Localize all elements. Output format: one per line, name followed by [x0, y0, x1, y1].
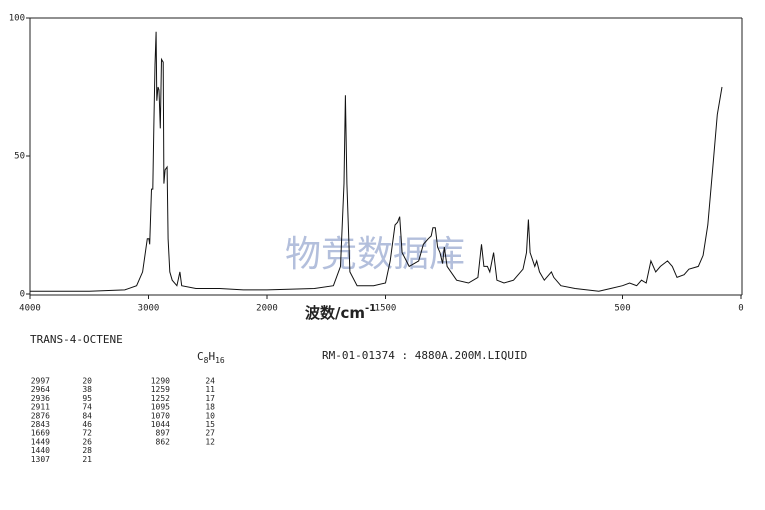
- peak-intensity: 28: [82, 446, 92, 455]
- peak-wavenumber: 2964: [31, 385, 50, 394]
- peak-wavenumber: 1440: [31, 446, 50, 455]
- peak-wavenumber: 2843: [31, 420, 50, 429]
- peak-wavenumber: 2876: [31, 411, 50, 420]
- formula-part: C: [197, 350, 204, 363]
- formula-sub: 8: [204, 356, 209, 365]
- peak-wavenumber: 1259: [151, 385, 170, 394]
- peak-wavenumber: 1669: [31, 429, 50, 438]
- peak-wavenumber: 862: [156, 437, 171, 446]
- peak-wavenumber: 1070: [151, 411, 170, 420]
- peak-intensity: 84: [82, 411, 92, 420]
- peak-intensity: 26: [82, 437, 92, 446]
- formula: C8H16: [197, 350, 225, 365]
- peak-intensity: 18: [205, 403, 215, 412]
- peak-wavenumber: 897: [156, 429, 171, 438]
- peak-intensity: 10: [205, 411, 215, 420]
- formula-sub: 16: [215, 356, 225, 365]
- peak-intensity: 20: [82, 377, 92, 386]
- peak-intensity: 21: [82, 455, 92, 464]
- watermark: 物竞数据库: [285, 234, 465, 275]
- peak-wavenumber: 1044: [151, 420, 170, 429]
- peak-wavenumber: 1449: [31, 437, 50, 446]
- x-tick-label: 3000: [138, 304, 160, 314]
- x-axis-label: 波数/cm-1: [305, 303, 376, 322]
- peak-intensity: 24: [205, 377, 215, 386]
- peak-intensity: 72: [82, 429, 92, 438]
- x-tick-label: 0: [738, 304, 743, 314]
- peak-wavenumber: 2936: [31, 394, 50, 403]
- peak-wavenumber: 1095: [151, 403, 170, 412]
- spectrum-line: [30, 31, 723, 292]
- peak-intensity: 46: [82, 420, 92, 429]
- peak-intensity: 27: [205, 429, 215, 438]
- x-tick-label: 2000: [256, 304, 278, 314]
- x-axis-label-sup: -1: [365, 303, 376, 314]
- x-tick-label: 500: [614, 304, 630, 314]
- peak-intensity: 38: [82, 385, 92, 394]
- y-tick-label: 0: [20, 290, 25, 300]
- y-tick-label: 100: [9, 14, 25, 24]
- x-tick-label: 4000: [19, 304, 41, 314]
- y-tick-label: 50: [14, 152, 25, 162]
- x-tick-label: 1500: [375, 304, 397, 314]
- peak-wavenumber: 2997: [31, 377, 50, 386]
- peak-wavenumber: 2911: [31, 403, 50, 412]
- peak-wavenumber: 1307: [31, 455, 50, 464]
- peak-intensity: 12: [205, 437, 215, 446]
- peak-intensity: 15: [205, 420, 215, 429]
- peak-wavenumber: 1290: [151, 377, 170, 386]
- compound-name: TRANS-4-OCTENE: [30, 333, 123, 346]
- peak-wavenumber: 1252: [151, 394, 170, 403]
- formula-part: H: [208, 350, 215, 363]
- peak-intensity: 74: [82, 403, 92, 412]
- peak-intensity: 11: [205, 385, 215, 394]
- peak-intensity: 17: [205, 394, 215, 403]
- peak-intensity: 95: [82, 394, 92, 403]
- sample-info: RM-01-01374 : 4880A.200M.LIQUID: [322, 349, 527, 362]
- x-axis-label-text: 波数/cm: [305, 304, 365, 322]
